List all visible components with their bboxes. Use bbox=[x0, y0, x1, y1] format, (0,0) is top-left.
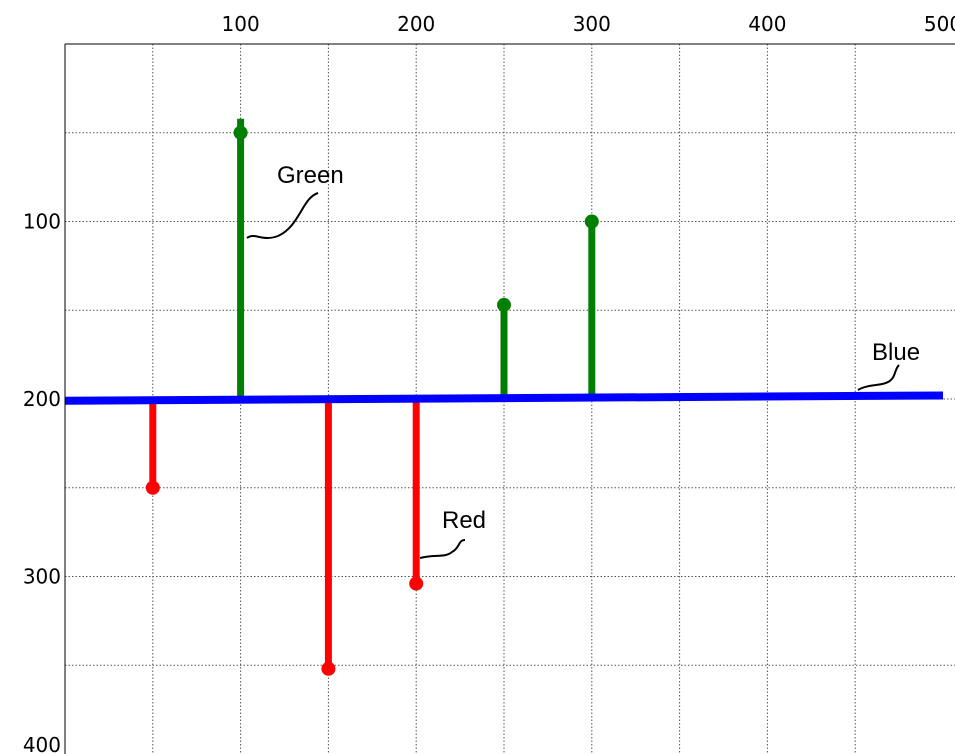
green-marker-1 bbox=[497, 297, 511, 312]
annotation-red: Red bbox=[442, 507, 486, 534]
x-tick-label-100: 100 bbox=[222, 12, 260, 36]
x-tick-label-200: 200 bbox=[397, 12, 435, 36]
green-marker-0 bbox=[233, 125, 248, 140]
leader-red bbox=[419, 539, 466, 559]
series-layer bbox=[64, 118, 944, 676]
y-tick-label-400: 400 bbox=[23, 733, 61, 754]
x-tick-label-500: 500 bbox=[924, 12, 955, 36]
annotation-leaders bbox=[246, 192, 900, 559]
plot-frame bbox=[64, 43, 955, 754]
x-tick-labels: 100 200 300 400 500 bbox=[222, 12, 955, 36]
leader-green bbox=[246, 192, 319, 239]
annotation-green: Green bbox=[277, 162, 344, 189]
x-tick-label-400: 400 bbox=[748, 12, 786, 36]
y-tick-label-100: 100 bbox=[23, 210, 61, 234]
red-marker-2 bbox=[409, 576, 424, 591]
y-tick-label-200: 200 bbox=[23, 387, 61, 411]
red-marker-1 bbox=[321, 661, 336, 676]
leader-blue bbox=[857, 364, 900, 391]
x-tick-label-300: 300 bbox=[573, 12, 611, 36]
blue-line bbox=[64, 391, 944, 405]
red-marker-0 bbox=[145, 480, 160, 495]
annotation-blue: Blue bbox=[872, 339, 920, 366]
y-tick-label-300: 300 bbox=[23, 565, 61, 589]
y-tick-labels: 100 200 300 400 bbox=[23, 210, 61, 754]
green-marker-2 bbox=[584, 214, 599, 229]
